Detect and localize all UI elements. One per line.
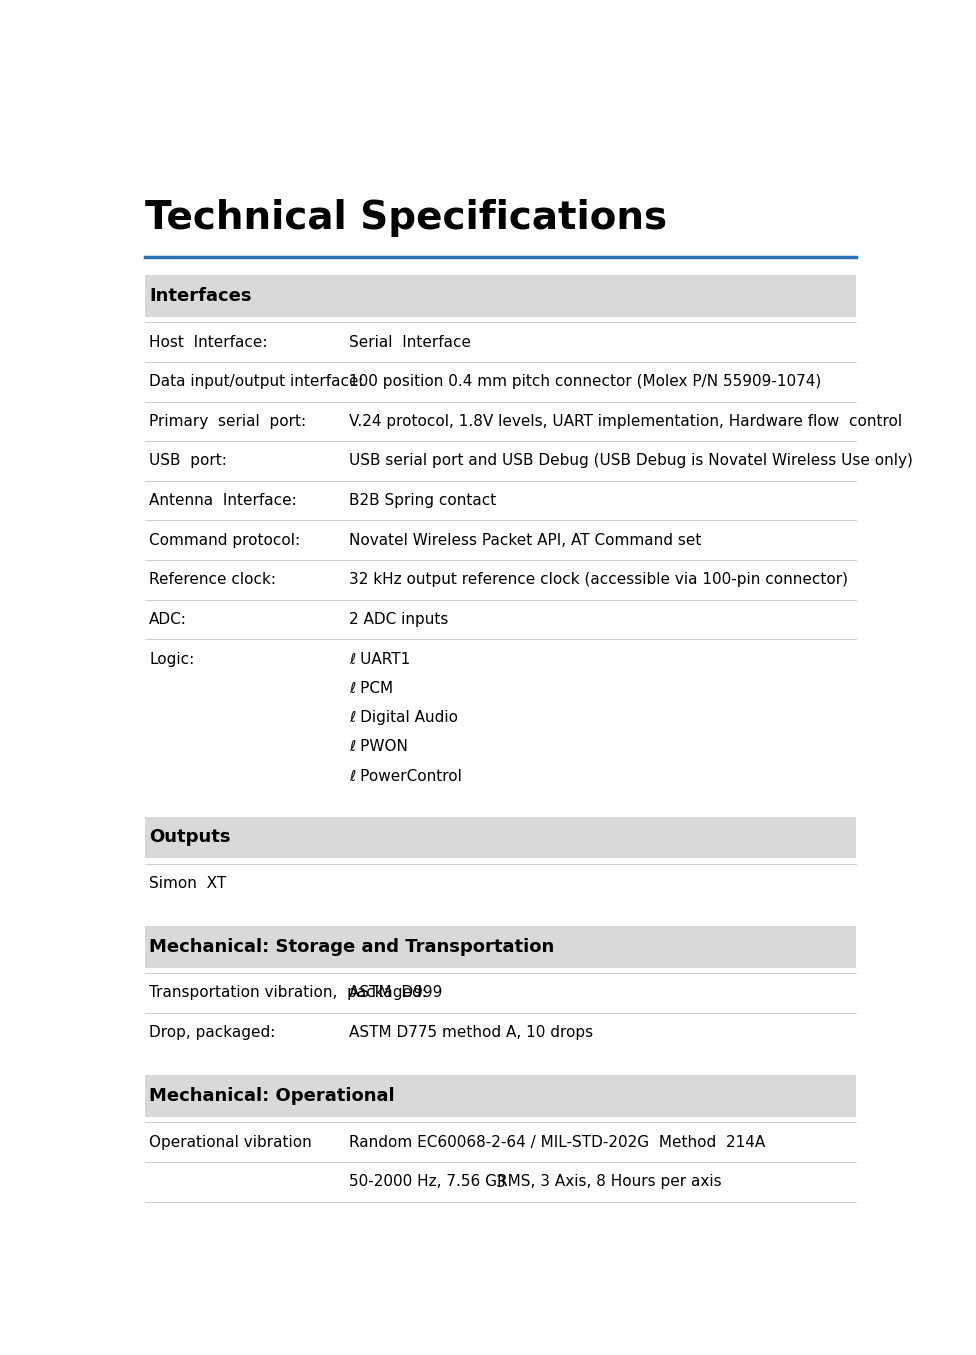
Text: ℓ PWON: ℓ PWON (349, 740, 408, 755)
Text: 3: 3 (496, 1176, 505, 1191)
Text: ℓ UART1: ℓ UART1 (349, 652, 410, 667)
Text: 32 kHz output reference clock (accessible via 100-pin connector): 32 kHz output reference clock (accessibl… (349, 572, 848, 588)
Text: B2B Spring contact: B2B Spring contact (349, 493, 496, 508)
Text: ASTM D775 method A, 10 drops: ASTM D775 method A, 10 drops (349, 1024, 593, 1041)
Text: Mechanical: Operational: Mechanical: Operational (149, 1087, 395, 1106)
Text: Reference clock:: Reference clock: (149, 572, 276, 588)
Text: USB  port:: USB port: (149, 454, 227, 469)
Text: Transportation vibration,  packaged:: Transportation vibration, packaged: (149, 985, 427, 1000)
Text: Operational vibration: Operational vibration (149, 1134, 312, 1149)
Text: Host  Interface:: Host Interface: (149, 335, 267, 350)
Text: ℓ Digital Audio: ℓ Digital Audio (349, 710, 458, 725)
FancyBboxPatch shape (144, 275, 856, 317)
Text: Drop, packaged:: Drop, packaged: (149, 1024, 275, 1041)
Text: V.24 protocol, 1.8V levels, UART implementation, Hardware flow  control: V.24 protocol, 1.8V levels, UART impleme… (349, 413, 902, 428)
Text: 2 ADC inputs: 2 ADC inputs (349, 612, 448, 627)
Text: 100 position 0.4 mm pitch connector (Molex P/N 55909-1074): 100 position 0.4 mm pitch connector (Mol… (349, 374, 821, 389)
FancyBboxPatch shape (144, 817, 856, 858)
Text: ADC:: ADC: (149, 612, 187, 627)
Text: Random EC60068-2-64 / MIL-STD-202G  Method  214A: Random EC60068-2-64 / MIL-STD-202G Metho… (349, 1134, 765, 1149)
Text: Serial  Interface: Serial Interface (349, 335, 470, 350)
Text: Novatel Wireless Packet API, AT Command set: Novatel Wireless Packet API, AT Command … (349, 533, 702, 547)
Text: ASTM  D999: ASTM D999 (349, 985, 442, 1000)
Text: Technical Specifications: Technical Specifications (144, 199, 667, 237)
Text: USB serial port and USB Debug (USB Debug is Novatel Wireless Use only): USB serial port and USB Debug (USB Debug… (349, 454, 913, 469)
Text: Antenna  Interface:: Antenna Interface: (149, 493, 297, 508)
Text: Data input/output interface:: Data input/output interface: (149, 374, 364, 389)
Text: Simon  XT: Simon XT (149, 875, 226, 890)
Text: 50-2000 Hz, 7.56 GRMS, 3 Axis, 8 Hours per axis: 50-2000 Hz, 7.56 GRMS, 3 Axis, 8 Hours p… (349, 1175, 721, 1190)
Text: Outputs: Outputs (149, 828, 230, 847)
Text: Primary  serial  port:: Primary serial port: (149, 413, 306, 428)
Text: ℓ PowerControl: ℓ PowerControl (349, 768, 462, 783)
Text: Logic:: Logic: (149, 652, 194, 667)
Text: ℓ PCM: ℓ PCM (349, 682, 393, 696)
Text: Command protocol:: Command protocol: (149, 533, 301, 547)
Text: Mechanical: Storage and Transportation: Mechanical: Storage and Transportation (149, 938, 554, 957)
Text: Interfaces: Interfaces (149, 287, 252, 305)
FancyBboxPatch shape (144, 925, 856, 967)
FancyBboxPatch shape (144, 1076, 856, 1117)
